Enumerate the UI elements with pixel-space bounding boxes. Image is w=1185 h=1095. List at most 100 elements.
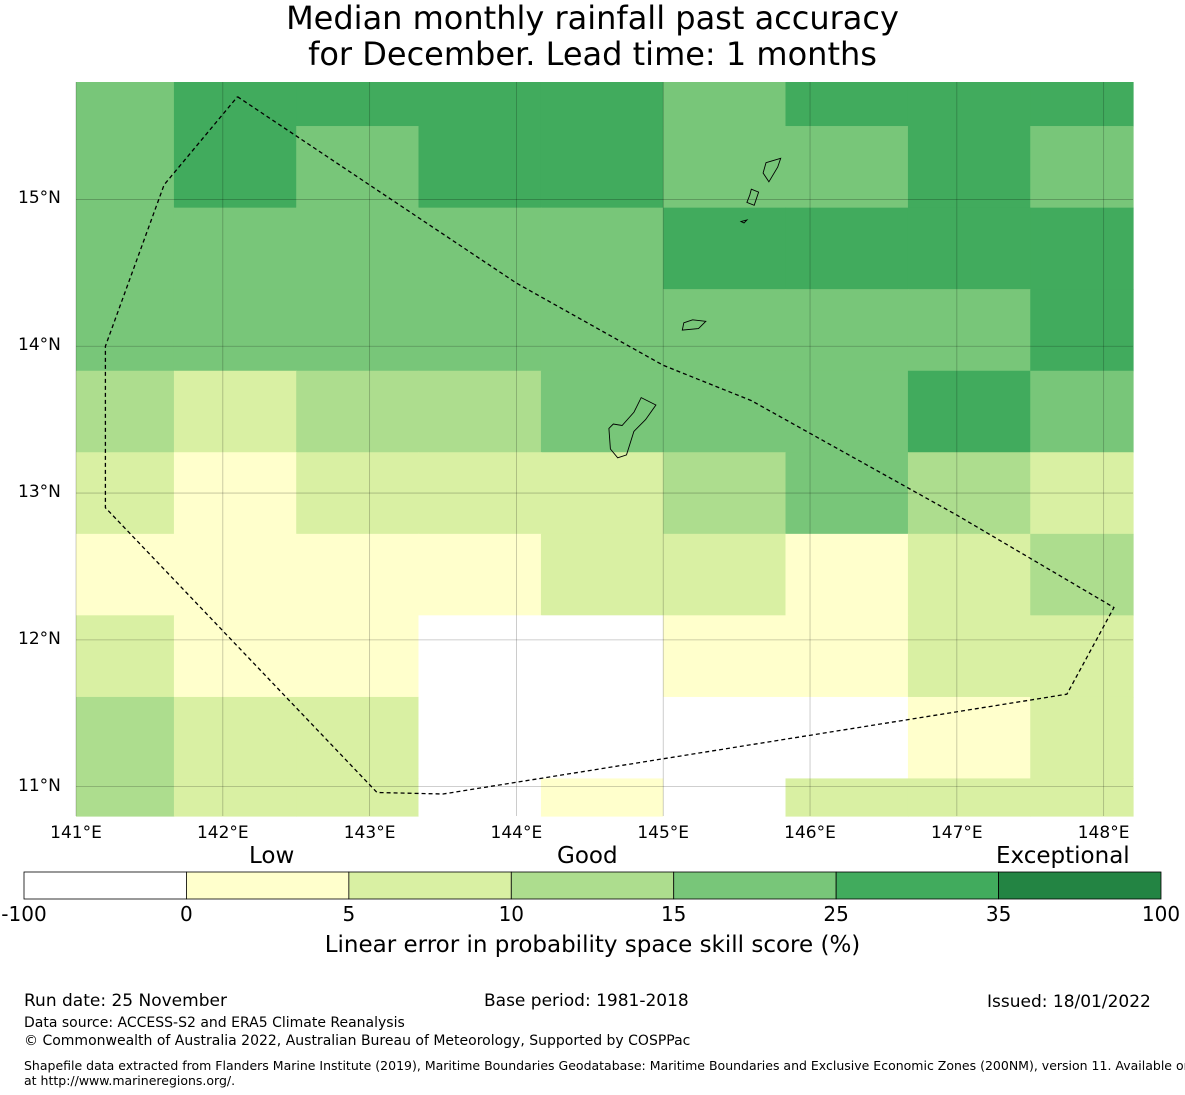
colorbar-tick-label: 10 <box>498 902 525 926</box>
heatmap-cell <box>418 696 542 780</box>
lat-tick-label: 14°N <box>18 335 61 356</box>
heatmap-cell <box>173 82 297 127</box>
heatmap-cell <box>173 126 297 209</box>
heatmap-cell <box>76 452 175 535</box>
base-period: Base period: 1981-2018 <box>484 991 689 1011</box>
heatmap-cell <box>76 289 175 372</box>
heatmap-cell <box>296 370 420 453</box>
heatmap-cell <box>418 778 542 817</box>
colorbar-segment <box>186 871 350 900</box>
heatmap-cell <box>907 370 1031 453</box>
heatmap-cell <box>907 615 1031 698</box>
heatmap-cell <box>418 615 542 698</box>
heatmap-cell <box>296 696 420 780</box>
heatmap-cell <box>296 615 420 698</box>
heatmap-cell <box>76 696 175 780</box>
colorbar-segment <box>998 871 1162 900</box>
heatmap-cell <box>173 370 297 453</box>
lon-tick-label: 148°E <box>1077 823 1130 843</box>
heatmap-cell <box>1030 452 1134 535</box>
heatmap-cell <box>76 533 175 616</box>
colorbar-tick-label: 35 <box>985 902 1012 926</box>
heatmap-cell <box>418 452 542 535</box>
heatmap-cell <box>785 126 909 209</box>
heatmap-cell <box>418 207 542 290</box>
heatmap-cell <box>1030 289 1134 372</box>
heatmap-cell <box>540 778 664 817</box>
heatmap-cell <box>907 778 1031 817</box>
heatmap-cell <box>418 370 542 453</box>
chart-title-line1: Median monthly rainfall past accuracy <box>286 0 899 37</box>
heatmap-cell <box>418 533 542 616</box>
heatmap-cell <box>663 615 787 698</box>
island-outline-rota <box>681 319 707 331</box>
colorbar-segment <box>23 871 187 900</box>
lon-tick-label: 146°E <box>784 823 836 843</box>
category-low-label: Low <box>249 843 295 869</box>
heatmap-cell <box>76 615 175 698</box>
heatmap-cell <box>173 452 297 535</box>
heatmap-cell <box>540 452 664 535</box>
colorbar-segment <box>348 871 512 900</box>
heatmap-cell <box>540 696 664 780</box>
heatmap-cell <box>663 370 787 453</box>
eez-boundary-line <box>104 96 1115 795</box>
heatmap-cell <box>173 696 297 780</box>
island-outline-saipan <box>762 157 782 183</box>
heatmap-cell <box>1030 82 1134 127</box>
heatmap-cell <box>785 370 909 453</box>
heatmap-cell <box>540 615 664 698</box>
heatmap-cell <box>540 533 664 616</box>
island-outline-aguijan <box>739 219 749 224</box>
heatmap-cell <box>907 126 1031 209</box>
heatmap-cell <box>663 126 787 209</box>
heatmap-cell <box>785 615 909 698</box>
heatmap-cell <box>296 778 420 817</box>
heatmap-cell <box>76 778 175 817</box>
lon-tick-label: 142°E <box>196 823 249 843</box>
heatmap-cell <box>1030 778 1134 817</box>
heatmap-cell <box>1030 615 1134 698</box>
run-date: Run date: 25 November <box>24 991 227 1011</box>
heatmap-cell <box>1030 533 1134 616</box>
heatmap-cell <box>76 370 175 453</box>
heatmap-cell <box>907 82 1031 127</box>
heatmap-cell <box>785 778 909 817</box>
heatmap-cell <box>663 696 787 780</box>
heatmap-cell <box>418 289 542 372</box>
heatmap-cell <box>296 289 420 372</box>
heatmap-cell <box>1030 207 1134 290</box>
heatmap-cell <box>785 289 909 372</box>
colorbar-tick-label: 0 <box>180 902 193 926</box>
shapefile-credit-line2: at http://www.marineregions.org/. <box>24 1073 236 1088</box>
heatmap-cell <box>173 778 297 817</box>
heatmap-cell <box>296 207 420 290</box>
heatmap-cell <box>663 452 787 535</box>
colorbar-tick-label: -100 <box>1 902 47 926</box>
island-outline-tinian <box>746 188 760 206</box>
data-source: Data source: ACCESS-S2 and ERA5 Climate … <box>24 1015 405 1031</box>
colorbar-tick-label: 15 <box>660 902 687 926</box>
heatmap-cell <box>785 82 909 127</box>
heatmap-cell <box>663 82 787 127</box>
colorbar-tick-label: 5 <box>342 902 356 926</box>
heatmap-cell <box>907 533 1031 616</box>
colorbar-tick-label: 100 <box>1141 902 1181 926</box>
lon-tick-label: 143°E <box>343 823 396 843</box>
heatmap-cell <box>907 696 1031 780</box>
lon-tick-label: 147°E <box>930 823 983 843</box>
heatmap-cell <box>296 533 420 616</box>
lat-tick-label: 11°N <box>18 775 61 796</box>
heatmap-cell <box>540 207 664 290</box>
colorbar-segment <box>673 871 837 900</box>
colorbar-title: Linear error in probability space skill … <box>324 932 861 958</box>
lon-tick-label: 141°E <box>50 823 102 843</box>
heatmap-cell <box>296 452 420 535</box>
heatmap-cell <box>1030 126 1134 209</box>
heatmap-cell <box>173 207 297 290</box>
heatmap-cell <box>173 533 297 616</box>
heatmap-cell <box>663 207 787 290</box>
heatmap-cell <box>76 82 175 127</box>
